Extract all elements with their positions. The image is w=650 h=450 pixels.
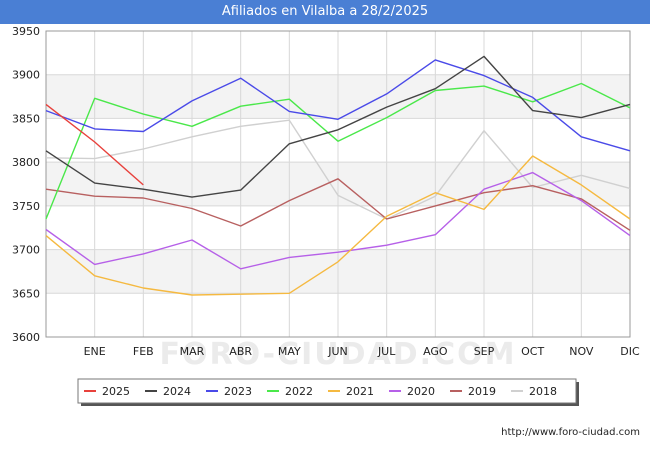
legend (77, 378, 577, 404)
x-tick-label: ENE (84, 345, 106, 358)
y-tick-label: 3650 (12, 287, 40, 300)
series-line-2020 (45, 171, 631, 270)
x-tick-label: ABR (229, 345, 252, 358)
plot-border (45, 30, 631, 338)
legend-label-2024: 2024 (163, 385, 191, 398)
x-tick-label: OCT (521, 345, 544, 358)
series-line-2024 (45, 55, 631, 198)
series-line-2025 (45, 103, 144, 186)
legend-label-2021: 2021 (346, 385, 374, 398)
series-line-2019 (45, 178, 631, 231)
x-tick-label: DIC (620, 345, 640, 358)
y-tick-label: 3700 (12, 244, 40, 257)
x-tick-label: MAR (180, 345, 205, 358)
y-tick-label: 3900 (12, 69, 40, 82)
x-tick-label: AGO (423, 345, 448, 358)
series-line-2023 (45, 59, 631, 152)
series-line-2022 (45, 82, 631, 220)
watermark: FORO-CIUDAD.COM (160, 337, 517, 372)
legend-label-2023: 2023 (224, 385, 252, 398)
legend-label-2019: 2019 (468, 385, 496, 398)
x-tick-label: JUL (377, 345, 396, 358)
x-tick-label: NOV (569, 345, 594, 358)
y-tick-label: 3850 (12, 112, 40, 125)
x-tick-label: JUN (327, 345, 348, 358)
y-tick-label: 3600 (12, 331, 40, 344)
chart-title: Afiliados en Vilalba a 28/2/2025 (221, 4, 429, 19)
source-url: http://www.foro-ciudad.com (501, 427, 640, 438)
y-tick-label: 3750 (12, 200, 40, 213)
series-line-2018 (45, 119, 631, 220)
legend-label-2018: 2018 (529, 385, 557, 398)
legend-label-2020: 2020 (407, 385, 435, 398)
series-line-2021 (45, 155, 631, 296)
title-bar: Afiliados en Vilalba a 28/2/2025 (0, 0, 650, 24)
legend-label-2025: 2025 (102, 385, 130, 398)
legend-label-2022: 2022 (285, 385, 313, 398)
x-tick-label: MAY (278, 345, 301, 358)
y-tick-label: 3950 (12, 25, 40, 38)
x-tick-label: FEB (133, 345, 154, 358)
x-tick-label: SEP (474, 345, 495, 358)
y-tick-label: 3800 (12, 156, 40, 169)
